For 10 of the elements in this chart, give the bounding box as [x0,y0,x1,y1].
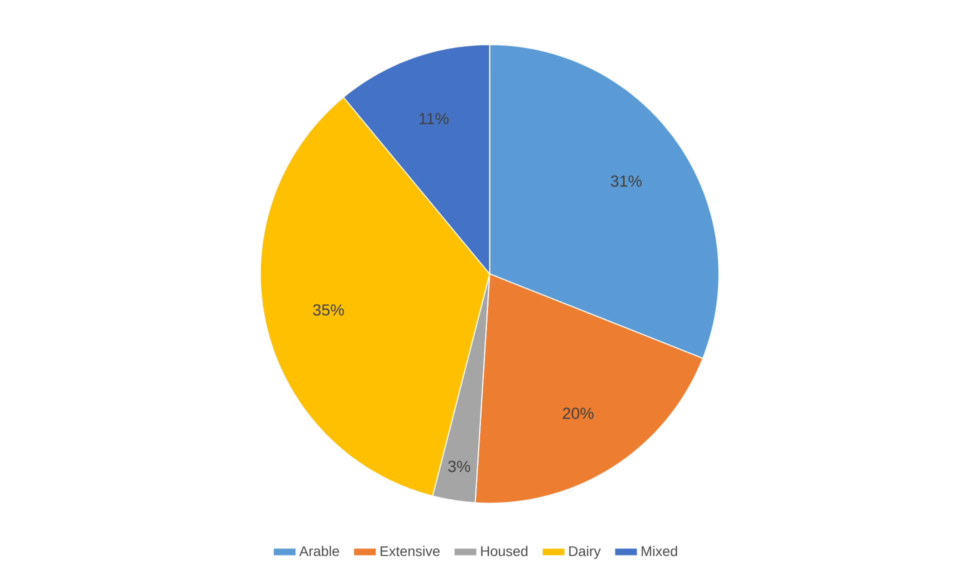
data-label: 35% [313,304,344,316]
legend-label: Mixed [642,546,678,556]
data-label: 3% [448,460,470,472]
legend-label: Arable [299,546,340,556]
data-label: 20% [562,408,594,419]
legend-label: Housed [481,546,528,556]
data-label: 11% [420,112,449,124]
legend-label: Dairy [569,546,601,559]
legend-label: Extensive [380,546,440,556]
data-label: 31% [610,175,642,187]
